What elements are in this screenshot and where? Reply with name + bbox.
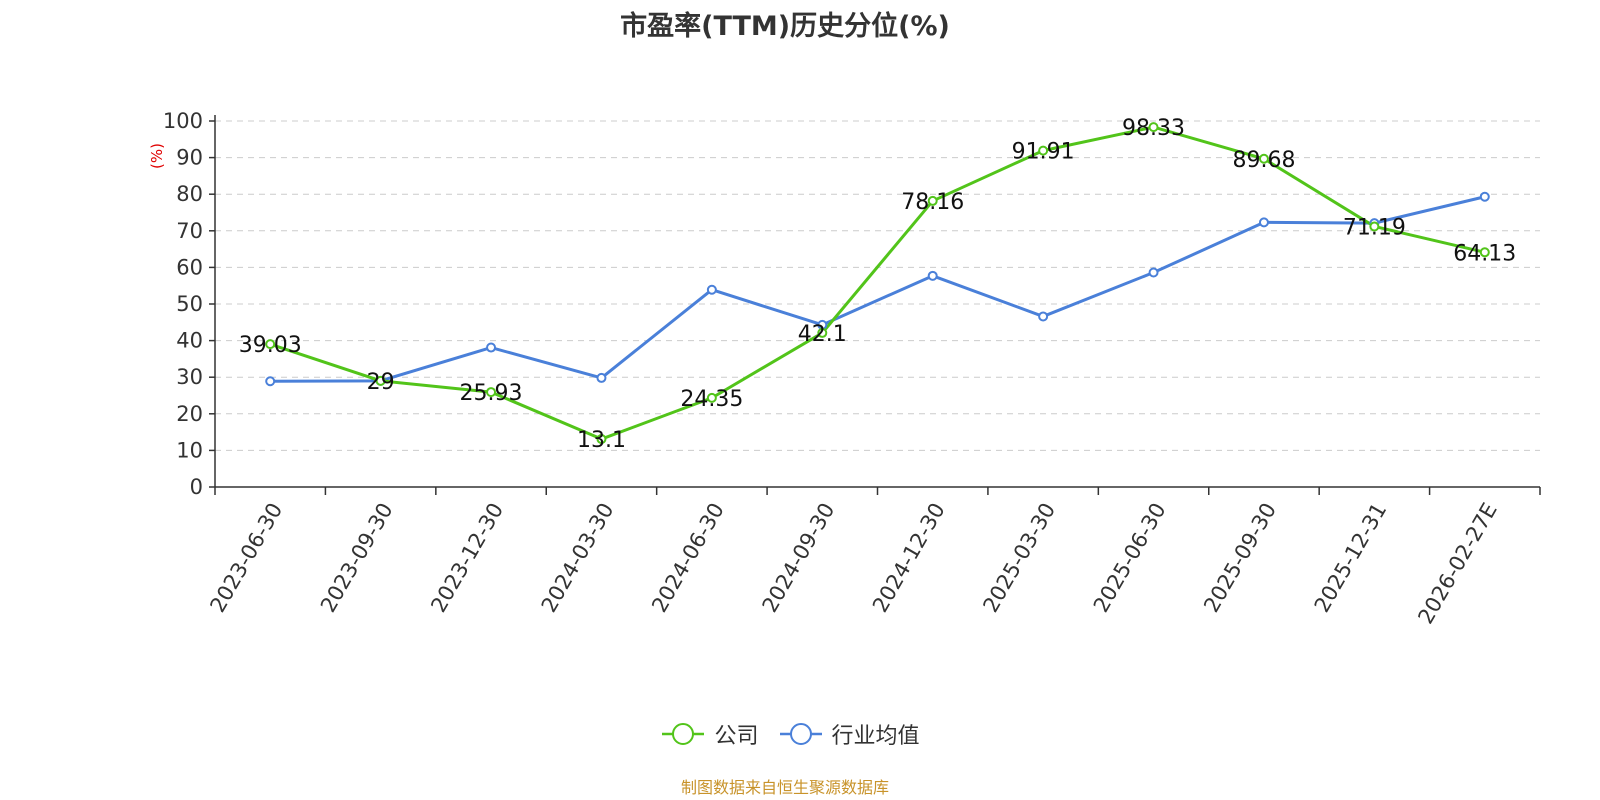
x-tick-label: 2024-12-30 — [868, 499, 950, 617]
source-note: 制图数据来自恒生聚源数据库 — [680, 778, 889, 797]
x-tick-label: 2024-03-30 — [537, 499, 619, 617]
legend: 公司 行业均值 — [0, 718, 1580, 752]
data-label: 64.13 — [1453, 241, 1516, 266]
y-tick-label: 60 — [176, 255, 203, 279]
x-tick-label: 2025-09-30 — [1199, 499, 1281, 617]
x-tick-label: 2023-06-30 — [205, 499, 287, 617]
legend-item-industry[interactable]: 行业均值 — [778, 718, 920, 750]
industry-point — [1038, 311, 1049, 322]
y-tick-label: 10 — [176, 438, 203, 462]
data-label: 24.35 — [680, 387, 743, 412]
data-label: 78.16 — [901, 190, 964, 215]
y-tick-label: 90 — [176, 146, 203, 170]
company-point — [817, 327, 828, 338]
legend-industry-icon — [779, 723, 822, 745]
y-tick-label: 100 — [163, 109, 203, 133]
x-tick-label: 2025-03-30 — [978, 499, 1060, 617]
company-point — [706, 392, 717, 403]
data-label: 13.1 — [577, 428, 626, 453]
industry-point — [486, 342, 497, 353]
industry-point — [706, 284, 717, 295]
data-label: 25.93 — [460, 381, 523, 406]
y-tick-label: 70 — [176, 219, 203, 243]
y-tick-label: 0 — [190, 475, 203, 499]
legend-label-industry: 行业均值 — [831, 724, 920, 749]
company-point — [596, 434, 607, 445]
legend-label-company: 公司 — [714, 724, 759, 749]
company-point — [1038, 145, 1049, 156]
data-label: 98.33 — [1122, 116, 1185, 141]
company-point — [265, 339, 276, 350]
legend-company-icon — [662, 723, 705, 745]
data-label: 71.19 — [1343, 215, 1406, 240]
data-label: 89.68 — [1232, 148, 1295, 173]
industry-point — [1258, 217, 1269, 228]
x-tick-label: 2024-06-30 — [647, 499, 729, 617]
x-tick-label: 2025-12-31 — [1310, 499, 1392, 617]
data-label: 29 — [367, 370, 395, 395]
x-tick-label: 2023-09-30 — [316, 499, 398, 617]
y-tick-label: 30 — [176, 365, 203, 389]
industry-point — [1148, 267, 1159, 278]
company-point — [1258, 153, 1269, 164]
data-label: 91.91 — [1012, 140, 1075, 165]
industry-point — [1479, 191, 1490, 202]
x-tick-label: 2026-02-27E — [1413, 499, 1501, 628]
industry-point — [265, 376, 276, 387]
y-tick-label: 80 — [176, 182, 203, 206]
industry-point — [596, 372, 607, 383]
data-label: 39.03 — [239, 333, 302, 358]
x-tick-label: 2024-09-30 — [758, 499, 840, 617]
legend-item-company[interactable]: 公司 — [660, 718, 759, 750]
y-tick-label: 40 — [176, 329, 203, 353]
y-tick-label: 20 — [176, 402, 203, 426]
company-point — [1479, 247, 1490, 258]
y-tick-label: 50 — [176, 292, 203, 316]
x-tick-label: 2023-12-30 — [426, 499, 508, 617]
industry-line — [270, 195, 1486, 383]
company-point — [375, 375, 386, 386]
company-line — [269, 125, 1486, 441]
chart-title: 市盈率(TTM)历史分位(%) — [620, 11, 950, 42]
company-point — [486, 387, 497, 398]
company-point — [927, 195, 938, 206]
y-axis-label: (%) — [148, 143, 166, 169]
data-label: 42.1 — [798, 322, 847, 347]
company-point — [1148, 122, 1159, 133]
company-point — [1369, 221, 1380, 232]
x-tick-label: 2025-06-30 — [1089, 499, 1171, 617]
industry-point — [927, 270, 938, 281]
